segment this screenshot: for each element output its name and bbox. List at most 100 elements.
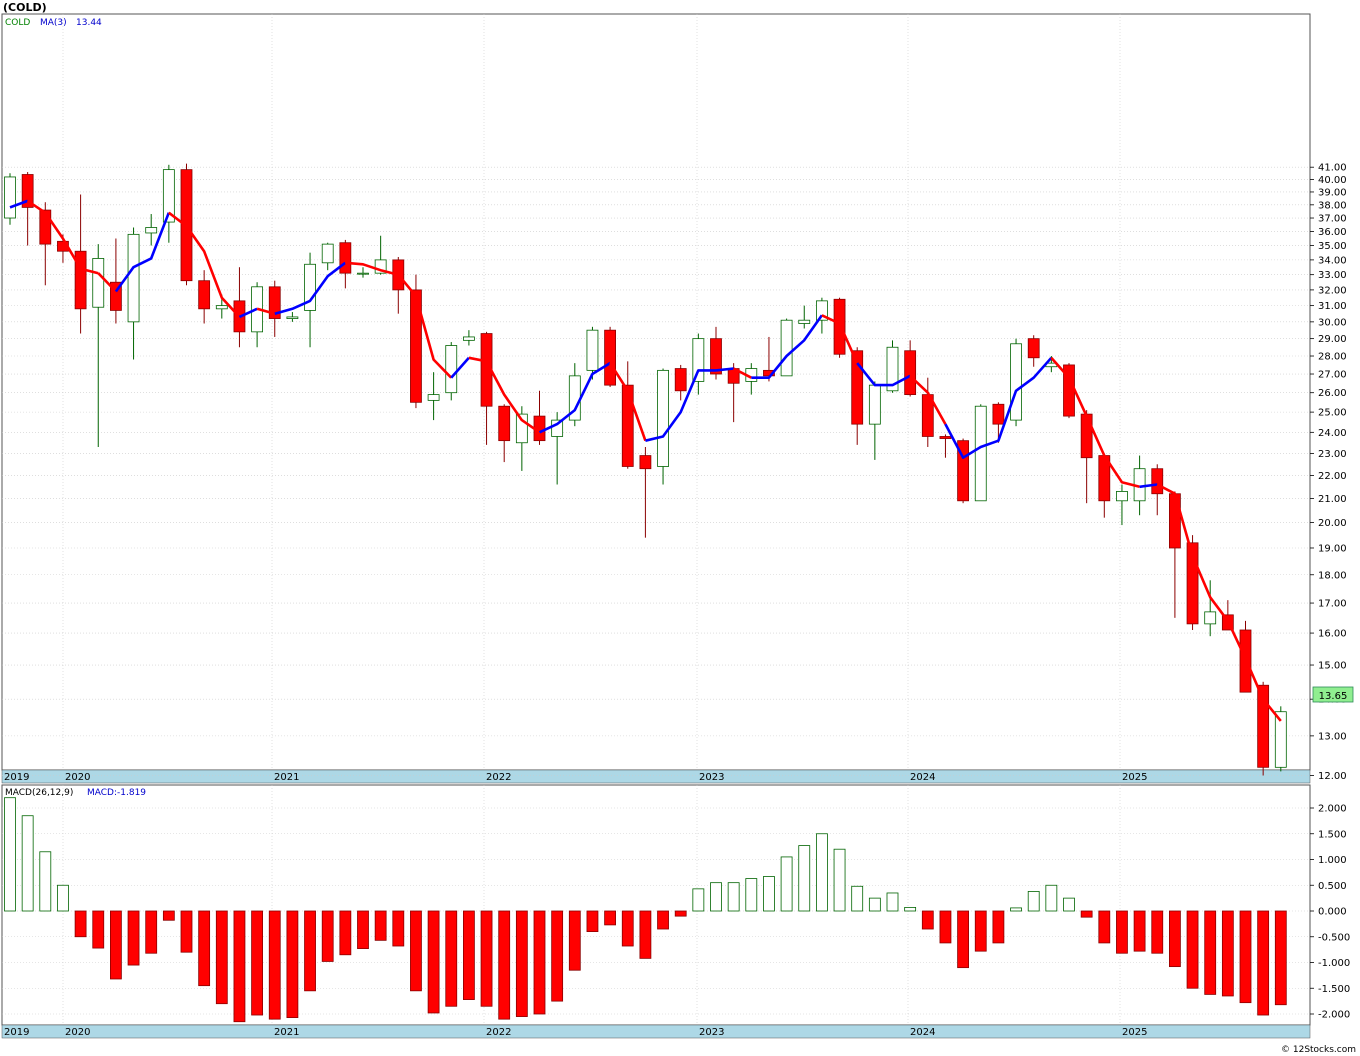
ma-line-segment [715, 367, 734, 372]
macd-bar [233, 910, 246, 1023]
candle-body [1204, 611, 1217, 625]
macd-bar [215, 910, 228, 1005]
candle-body [127, 233, 140, 323]
candle-body [886, 346, 899, 392]
year-label: 2020 [65, 1027, 90, 1038]
candle-body [21, 174, 34, 208]
macd-bar [1133, 910, 1146, 952]
macd-bar [462, 910, 475, 1000]
candle-body [498, 405, 511, 442]
ma-line-segment [1156, 483, 1282, 722]
candle-body [110, 281, 122, 311]
macd-bar [480, 910, 493, 1007]
macd-bar [515, 910, 528, 1017]
macd-bar [1027, 891, 1040, 912]
year-label: 2020 [65, 772, 90, 783]
candle [586, 326, 599, 380]
macd-bar [4, 797, 16, 912]
candle [974, 404, 987, 502]
candle-body [198, 280, 211, 310]
macd-bar [1257, 910, 1270, 1016]
legend-ma-label: MA(3) [40, 18, 67, 28]
moving-average-series [9, 199, 1282, 722]
ma-line-segment [114, 212, 171, 293]
macd-bar [692, 888, 705, 912]
candle-body [1010, 343, 1022, 421]
macd-histogram [4, 797, 1287, 1023]
price-tick-label: 40.00 [1318, 175, 1347, 186]
macd-bar [586, 910, 599, 933]
candle-body [780, 319, 793, 377]
macd-bar [1221, 910, 1234, 997]
macd-bar [957, 910, 969, 969]
macd-title: MACD(26,12,9) [5, 788, 73, 798]
candle-body [1169, 493, 1181, 549]
candle-body [445, 345, 458, 394]
last-price-label: 13.65 [1319, 691, 1348, 702]
year-label: 2021 [274, 772, 299, 783]
candle-body [1257, 684, 1270, 768]
price-tick-label: 34.00 [1318, 255, 1347, 266]
macd-bar [904, 906, 917, 912]
candle-body [410, 289, 422, 403]
candle [639, 446, 652, 538]
macd-bar [551, 910, 564, 1002]
candle-body [586, 329, 599, 371]
price-tick-label: 26.00 [1318, 388, 1347, 399]
candle-body [851, 350, 864, 425]
ma-line-segment [1050, 356, 1140, 489]
candle [1027, 335, 1040, 367]
candle [1257, 681, 1270, 776]
macd-bar [1169, 910, 1181, 968]
candle-body [321, 243, 334, 264]
macd-bar [392, 910, 405, 947]
macd-bar [604, 910, 616, 926]
candle [657, 368, 669, 485]
macd-axis: 2.000 1.500 1.000 0.500 0.000 -0.500 -1.000 -1.… [1310, 804, 1350, 1021]
macd-tick-label: -0.500 [1318, 932, 1350, 943]
macd-date-axis: 2019 2020 2021 2022 2023 2024 2025 [4, 1027, 1147, 1038]
price-tick-label: 35.00 [1318, 241, 1347, 252]
candle-body [215, 305, 228, 310]
candle [198, 270, 211, 324]
macd-bar [1045, 884, 1058, 912]
macd-bar [162, 910, 175, 921]
candle-body [1186, 542, 1199, 625]
candle-body [145, 227, 158, 234]
candle [904, 340, 917, 397]
macd-bar [445, 910, 458, 1007]
candle [268, 280, 281, 337]
macd-bar [816, 833, 828, 912]
legend-ma-value: 13.44 [76, 18, 102, 28]
macd-tick-label: -1.500 [1318, 984, 1350, 995]
candle [833, 297, 846, 358]
macd-bar [851, 885, 864, 912]
ma-line-segment [909, 374, 947, 425]
candle [1274, 706, 1287, 772]
ma-line-segment [538, 361, 611, 434]
price-tick-label: 22.00 [1318, 471, 1347, 482]
candle [145, 214, 158, 246]
candle-body [357, 272, 369, 275]
macd-bar [74, 910, 87, 938]
candle-body [621, 384, 634, 467]
macd-bar [251, 910, 264, 1016]
price-tick-label: 16.00 [1318, 629, 1347, 640]
macd-bar [886, 892, 899, 912]
candle-body [286, 316, 299, 319]
candle [939, 434, 952, 458]
macd-date-strip [1, 1024, 1311, 1039]
year-label: 2019 [4, 772, 29, 783]
macd-bar [21, 815, 34, 912]
macd-tick-label: 1.500 [1318, 829, 1347, 840]
candle-body [339, 242, 352, 274]
macd-bar [339, 910, 352, 956]
candle [1063, 363, 1075, 419]
candle-body [798, 319, 811, 324]
ma-line-segment [751, 314, 823, 380]
ma-line-segment [944, 356, 1053, 460]
price-tick-label: 20.00 [1318, 518, 1347, 529]
candle-body [904, 350, 917, 396]
candle [798, 305, 811, 329]
year-label: 2023 [699, 1027, 724, 1038]
